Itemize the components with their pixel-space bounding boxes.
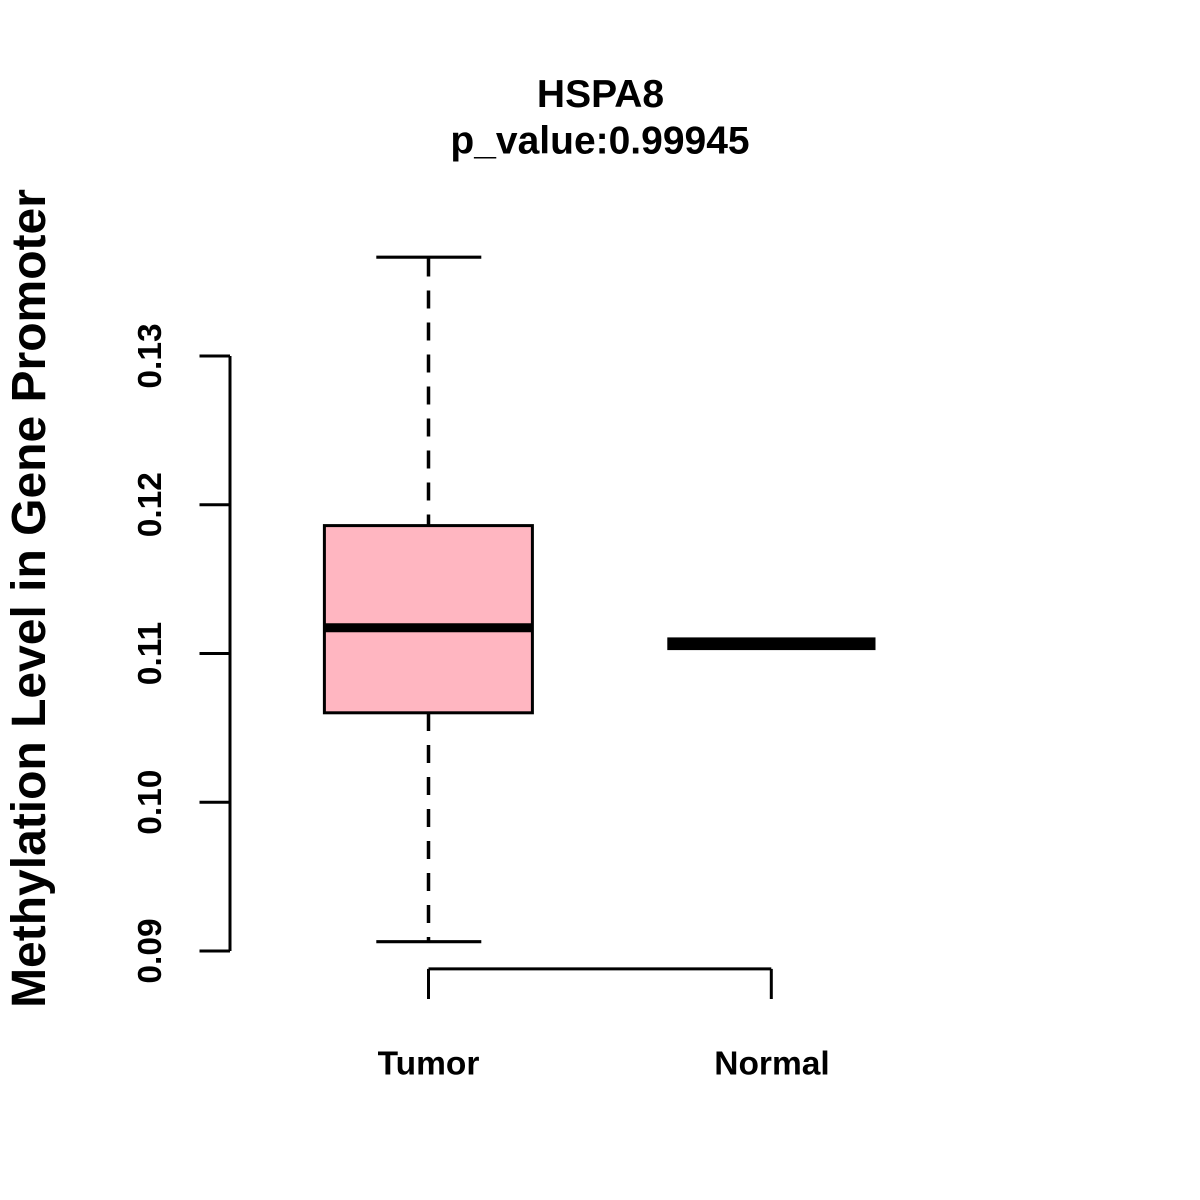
svg-text:Methylation Level in Gene Prom: Methylation Level in Gene Promoter: [3, 189, 56, 1008]
svg-text:0.10: 0.10: [132, 770, 169, 835]
svg-text:Tumor: Tumor: [378, 1045, 480, 1082]
svg-text:0.09: 0.09: [132, 918, 169, 983]
svg-text:0.12: 0.12: [132, 472, 169, 537]
svg-text:0.11: 0.11: [132, 622, 169, 685]
svg-text:p_value:0.99945: p_value:0.99945: [450, 120, 749, 163]
svg-text:0.13: 0.13: [132, 323, 169, 388]
svg-text:Normal: Normal: [714, 1045, 829, 1082]
svg-text:HSPA8: HSPA8: [537, 73, 664, 116]
